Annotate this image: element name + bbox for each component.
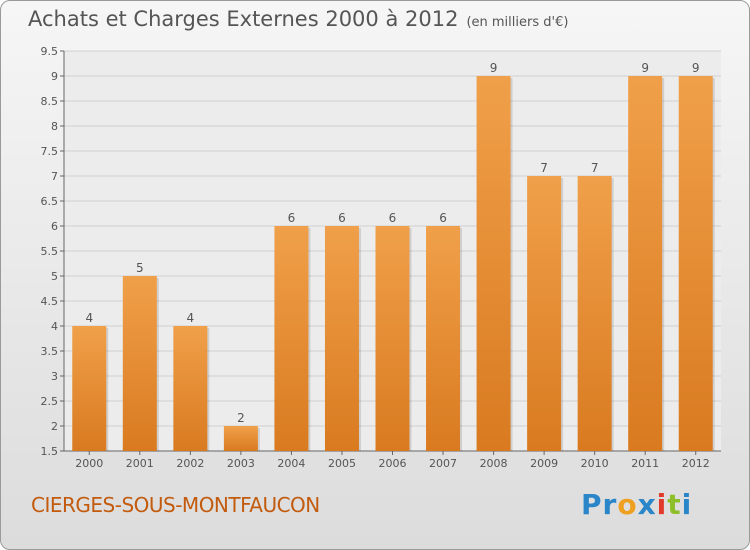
bar xyxy=(426,226,461,451)
y-tick-label: 5.5 xyxy=(41,245,59,258)
logo-letter: o xyxy=(617,488,638,521)
x-tick-label: 2001 xyxy=(126,457,154,470)
y-tick-label: 2 xyxy=(51,420,58,433)
data-label: 5 xyxy=(136,261,144,275)
data-label: 9 xyxy=(692,61,700,75)
y-tick-label: 8 xyxy=(51,120,58,133)
y-tick-label: 4.5 xyxy=(41,295,59,308)
x-tick-label: 2005 xyxy=(328,457,356,470)
bar xyxy=(122,276,157,451)
data-label: 6 xyxy=(439,211,447,225)
y-tick-label: 1.5 xyxy=(41,445,59,458)
y-tick-label: 4 xyxy=(51,320,58,333)
y-tick-label: 6 xyxy=(51,220,58,233)
x-tick-label: 2002 xyxy=(176,457,204,470)
y-tick-label: 8.5 xyxy=(41,95,59,108)
logo-letter: r xyxy=(602,488,618,521)
data-label: 9 xyxy=(490,61,498,75)
bar xyxy=(375,226,410,451)
bar xyxy=(72,326,107,451)
x-tick-label: 2012 xyxy=(682,457,710,470)
x-tick-label: 2004 xyxy=(277,457,305,470)
y-tick-label: 2.5 xyxy=(41,395,59,408)
chart-title: Achats et Charges Externes 2000 à 2012 (e… xyxy=(28,7,568,31)
data-label: 7 xyxy=(591,161,599,175)
chart-subtitle: (en milliers d'€) xyxy=(466,15,569,30)
data-label: 4 xyxy=(85,311,93,325)
logo-letter: t xyxy=(667,488,682,521)
logo-letter: i xyxy=(681,488,693,521)
x-tick-label: 2008 xyxy=(480,457,508,470)
x-tick-label: 2007 xyxy=(429,457,457,470)
data-label: 6 xyxy=(288,211,296,225)
data-label: 4 xyxy=(187,311,195,325)
bar xyxy=(223,426,258,451)
data-label: 7 xyxy=(540,161,548,175)
y-tick-label: 7 xyxy=(51,170,58,183)
proxiti-logo: Proxiti xyxy=(581,488,692,521)
data-label: 6 xyxy=(338,211,346,225)
x-tick-label: 2011 xyxy=(631,457,659,470)
logo-letter: x xyxy=(637,488,657,521)
location-name: CIERGES-SOUS-MONTFAUCON xyxy=(31,493,320,517)
y-tick-label: 7.5 xyxy=(41,145,59,158)
x-tick-label: 2010 xyxy=(581,457,609,470)
bar xyxy=(274,226,309,451)
data-label: 2 xyxy=(237,411,245,425)
x-tick-label: 2009 xyxy=(530,457,558,470)
bar xyxy=(577,176,612,451)
chart-title-text: Achats et Charges Externes 2000 à 2012 xyxy=(28,7,459,31)
y-tick-label: 6.5 xyxy=(41,195,59,208)
y-tick-label: 3.5 xyxy=(41,345,59,358)
bar xyxy=(173,326,208,451)
bar xyxy=(476,76,511,451)
y-tick-label: 9.5 xyxy=(41,45,59,58)
logo-letter: P xyxy=(581,488,603,521)
bar xyxy=(527,176,562,451)
bar xyxy=(628,76,663,451)
data-label: 9 xyxy=(641,61,649,75)
y-tick-label: 3 xyxy=(51,370,58,383)
x-tick-label: 2000 xyxy=(75,457,103,470)
x-tick-label: 2006 xyxy=(379,457,407,470)
bar xyxy=(324,226,359,451)
data-label: 6 xyxy=(389,211,397,225)
x-tick-label: 2003 xyxy=(227,457,255,470)
y-tick-label: 5 xyxy=(51,270,58,283)
y-tick-label: 9 xyxy=(51,70,58,83)
logo-letter: i xyxy=(656,488,668,521)
bar xyxy=(678,76,713,451)
